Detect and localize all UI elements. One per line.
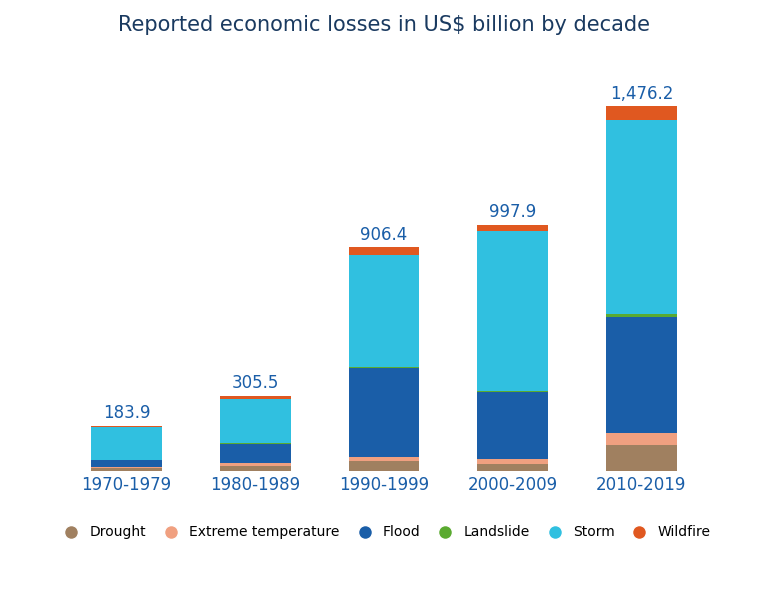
Bar [349,255,419,367]
Bar [349,456,419,461]
Bar [477,459,548,464]
Bar [91,468,162,471]
Text: 906.4: 906.4 [360,226,408,244]
Bar [91,427,162,460]
Bar [349,247,419,255]
Bar [606,317,677,434]
Bar [91,460,162,467]
Legend: Drought, Extreme temperature, Flood, Landslide, Storm, Wildfire: Drought, Extreme temperature, Flood, Lan… [52,520,716,545]
Bar [477,231,548,391]
Bar [220,443,291,463]
Bar [477,391,548,392]
Bar [220,466,291,471]
Bar [220,399,291,443]
Bar [220,396,291,399]
Bar [477,464,548,471]
Bar [349,368,419,456]
Text: 1,476.2: 1,476.2 [610,85,673,103]
Bar [349,461,419,471]
Bar [606,434,677,445]
Bar [477,392,548,459]
Text: 997.9: 997.9 [489,203,536,221]
Bar [606,445,677,471]
Bar [349,367,419,368]
Bar [91,467,162,468]
Bar [606,106,677,120]
Bar [606,120,677,314]
Text: 183.9: 183.9 [103,404,151,423]
Title: Reported economic losses in US$ billion by decade: Reported economic losses in US$ billion … [118,15,650,35]
Bar [477,224,548,231]
Text: 305.5: 305.5 [232,374,279,392]
Bar [220,463,291,466]
Bar [606,314,677,317]
